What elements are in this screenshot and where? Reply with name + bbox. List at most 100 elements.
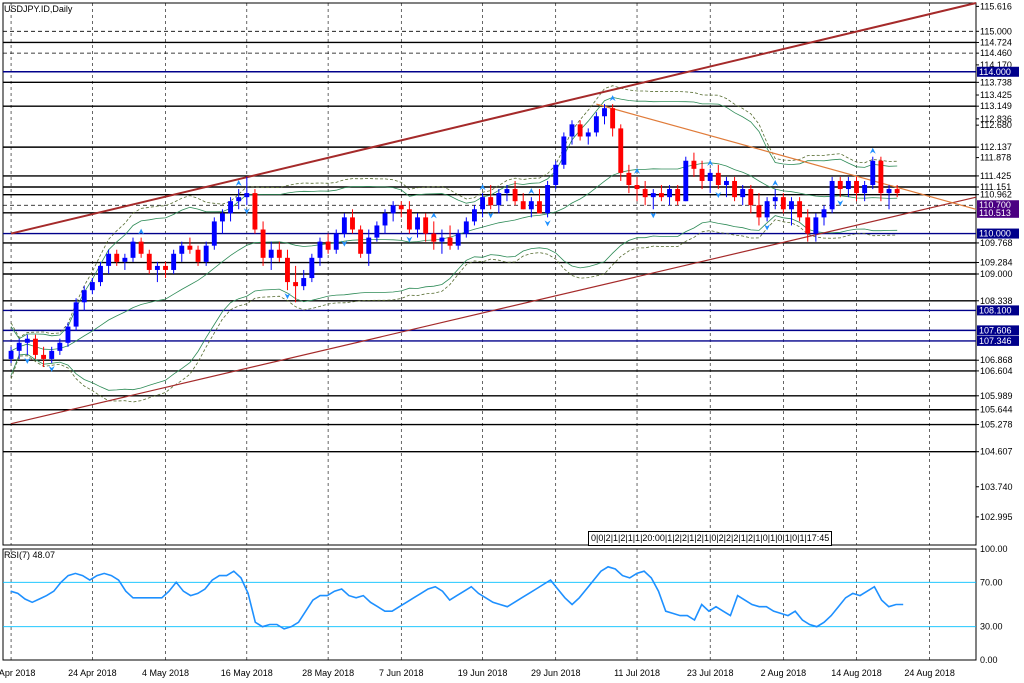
y-tick-label: 110.000 xyxy=(979,229,1011,239)
candle-body xyxy=(520,201,526,210)
fractal-down-icon xyxy=(243,208,250,215)
candle-body xyxy=(894,189,900,194)
fractal-down-icon xyxy=(544,220,551,227)
candle-body xyxy=(439,237,445,242)
x-tick-label: 19 Jun 2018 xyxy=(458,668,508,678)
candle-body xyxy=(585,132,591,137)
chart-title: USDJPY.ID,Daily xyxy=(4,4,73,14)
fractal-up-icon xyxy=(235,180,242,187)
y-tick-label: 114.170 xyxy=(980,60,1012,70)
y-label-bg xyxy=(977,335,1019,346)
candle-body xyxy=(106,253,112,266)
band-middle xyxy=(10,162,898,352)
fractal-up-icon xyxy=(772,180,779,187)
y-tick-label: 102.995 xyxy=(980,512,1013,522)
candle-body xyxy=(187,245,193,250)
fractal-down-icon xyxy=(24,357,31,364)
candle-body xyxy=(837,180,843,190)
candle-body xyxy=(715,172,721,186)
candle-body xyxy=(366,237,372,254)
y-tick-label: 108.100 xyxy=(979,305,1012,315)
candle-body xyxy=(610,108,616,129)
candle-body xyxy=(634,185,640,190)
candle-body xyxy=(89,282,95,291)
y-tick-label: 107.346 xyxy=(979,336,1012,346)
candle-body xyxy=(138,241,144,254)
fractal-down-icon xyxy=(406,236,413,243)
clock-strip: 0|0|2|1|2|1|1|20:00|1|2|2|1|2|1|0|2|2|2|… xyxy=(588,531,833,546)
candle-body xyxy=(122,257,128,262)
y-tick-label: 110.962 xyxy=(980,190,1012,200)
candle-body xyxy=(114,253,120,262)
candle-body xyxy=(512,189,518,202)
candle-body xyxy=(195,249,201,262)
candle-body xyxy=(626,172,632,186)
candle-body xyxy=(878,160,884,194)
candle-body xyxy=(341,217,347,234)
x-tick-label: 23 Jul 2018 xyxy=(687,668,734,678)
band-upper xyxy=(10,96,898,340)
envelope-upper xyxy=(10,85,898,339)
candle-body xyxy=(658,193,664,198)
candle-body xyxy=(130,241,136,258)
y-label-bg xyxy=(977,305,1019,316)
candle-body xyxy=(772,197,778,202)
rsi-frame xyxy=(2,548,977,661)
y-tick-label: 108.338 xyxy=(980,296,1013,306)
candle-body xyxy=(813,217,819,234)
fractal-up-icon xyxy=(430,212,437,219)
candle-body xyxy=(854,180,859,194)
y-tick-label: 105.278 xyxy=(980,420,1013,430)
y-label-bg xyxy=(977,228,1019,239)
y-tick-label: 112.137 xyxy=(980,142,1012,152)
rsi-label: RSI(7) 48.07 xyxy=(4,550,55,560)
fractal-down-icon xyxy=(341,240,348,247)
candle-body xyxy=(81,290,87,303)
fractal-down-icon xyxy=(764,224,771,231)
candle-body xyxy=(33,338,38,355)
candle-body xyxy=(57,342,63,351)
fractal-up-icon xyxy=(609,95,616,102)
y-tick-label: 105.644 xyxy=(980,405,1013,415)
candle-body xyxy=(358,229,364,254)
y-tick-label: 113.149 xyxy=(980,101,1012,111)
candle-body xyxy=(236,197,242,202)
candle-body xyxy=(406,209,412,230)
y-tick-label: 114.460 xyxy=(980,48,1012,58)
envelope-lower xyxy=(10,219,898,403)
y-label-bg xyxy=(977,325,1019,336)
rsi-axis-label: 0.00 xyxy=(980,655,998,665)
candle-body xyxy=(374,225,380,238)
fractal-down-icon xyxy=(650,212,657,219)
rsi-pane: 100.00 70.00 30.00 0.00 xyxy=(2,544,1008,665)
candle-body xyxy=(163,265,168,270)
fractal-up-icon xyxy=(634,167,641,174)
candle-body xyxy=(569,124,575,137)
candle-body xyxy=(496,193,502,206)
candle-body xyxy=(179,245,185,254)
candle-body xyxy=(707,172,713,181)
fractal-up-icon xyxy=(479,184,486,191)
trendline-lower xyxy=(10,196,977,425)
candle-body xyxy=(740,189,746,198)
candle-body xyxy=(268,249,274,258)
y-tick-label: 115.000 xyxy=(980,26,1012,36)
candle-body xyxy=(219,213,225,222)
candle-body xyxy=(171,253,177,270)
fractal-down-icon xyxy=(284,293,291,300)
candle-body xyxy=(780,197,786,210)
candle-body xyxy=(333,233,339,250)
y-tick-label: 105.989 xyxy=(980,391,1013,401)
candle-body xyxy=(553,164,559,186)
candle-body xyxy=(423,217,429,234)
candle-body xyxy=(260,229,266,258)
candle-body xyxy=(415,217,420,230)
x-tick-label: 12 Apr 2018 xyxy=(0,668,35,678)
candle-body xyxy=(41,354,47,359)
candle-body xyxy=(675,189,681,202)
fractal-down-icon xyxy=(48,365,55,372)
y-tick-label: 109.000 xyxy=(980,269,1013,279)
candle-body xyxy=(154,265,160,270)
candle-body xyxy=(309,257,315,279)
